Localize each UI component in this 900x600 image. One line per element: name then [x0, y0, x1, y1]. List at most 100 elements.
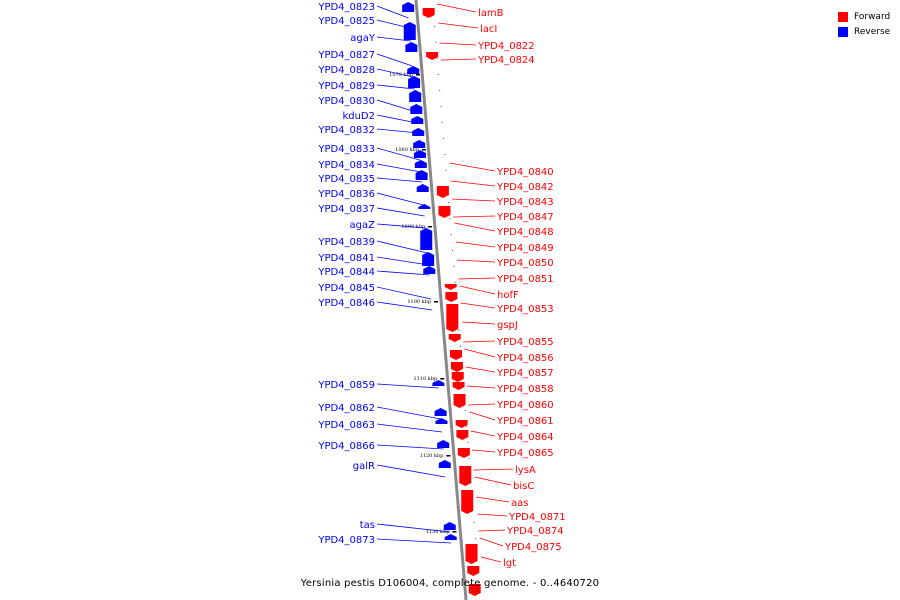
forward-gene	[456, 430, 469, 440]
label-leader	[376, 207, 425, 217]
forward-gene-label: YPD4_0865	[496, 448, 554, 459]
scale-tick-label: 1100 kbp	[407, 299, 431, 305]
ruler-dot	[435, 42, 437, 43]
label-leader	[376, 256, 429, 266]
reverse-gene-label: YPD4_0827	[317, 50, 375, 61]
label-leader	[376, 84, 415, 90]
reverse-gene	[432, 380, 445, 386]
forward-gene-label: YPD4_0855	[496, 337, 554, 348]
forward-gene-label: YPD4_0875	[504, 542, 562, 553]
forward-gene-label: YPD4_0824	[477, 55, 535, 66]
label-leader	[478, 529, 506, 532]
forward-gene-label: YPD4_0822	[477, 41, 535, 52]
reverse-gene	[416, 184, 429, 192]
forward-gene-label: aas	[511, 498, 528, 509]
legend-forward-label: Forward	[854, 11, 891, 22]
label-leader	[438, 22, 479, 29]
reverse-gene-label: agaY	[350, 33, 376, 44]
forward-gene-label: YPD4_0853	[496, 304, 554, 315]
reverse-gene	[418, 204, 431, 209]
forward-gene	[450, 350, 462, 360]
legend-reverse: Reverse	[838, 24, 890, 39]
label-leader	[376, 406, 441, 420]
ruler-dot	[439, 90, 441, 91]
legend-forward: Forward	[838, 9, 890, 24]
forward-gene-label: YPD4_0840	[496, 167, 554, 178]
scale-tick-mark	[428, 226, 433, 228]
forward-gene	[453, 394, 466, 408]
scale-tick-mark	[452, 531, 457, 533]
forward-gene	[450, 362, 463, 372]
reverse-gene-label: YPD4_0823	[317, 2, 375, 13]
reverse-gene	[411, 116, 424, 124]
label-leader	[440, 58, 477, 61]
ruler-dot	[475, 538, 477, 539]
forward-gene-label: YPD4_0860	[496, 400, 554, 411]
ruler-dot	[466, 426, 468, 427]
label-leader	[376, 223, 426, 229]
reverse-gene	[412, 128, 425, 136]
label-leader	[464, 348, 496, 358]
reverse-gene-label: YPD4_0862	[317, 403, 375, 414]
forward-gene	[446, 304, 459, 332]
forward-gene	[457, 448, 470, 458]
reverse-gene-label: YPD4_0845	[317, 283, 375, 294]
forward-gene	[438, 206, 451, 218]
ruler-dot	[445, 170, 447, 171]
reverse-gene-label: YPD4_0828	[317, 65, 375, 76]
forward-gene-label: YPD4_0857	[496, 368, 554, 379]
ruler-dot	[468, 458, 470, 459]
reverse-gene-label: tas	[360, 520, 375, 531]
scale-tick-mark	[440, 378, 445, 380]
forward-gene	[422, 8, 435, 18]
label-leader	[460, 302, 496, 309]
label-leader	[376, 128, 419, 134]
label-leader	[376, 423, 442, 433]
forward-gene-label: gspJ	[497, 320, 518, 331]
ruler-dot	[449, 218, 451, 219]
forward-gene	[436, 186, 449, 198]
label-leader	[477, 513, 508, 517]
ruler-dot	[450, 234, 452, 235]
label-leader	[459, 285, 496, 295]
label-leader	[376, 163, 422, 173]
label-leader	[376, 99, 417, 113]
ruler-dot	[473, 522, 475, 523]
label-leader	[376, 538, 452, 544]
label-leader	[376, 444, 444, 450]
forward-gene	[467, 566, 480, 576]
forward-gene	[444, 284, 457, 290]
label-leader	[454, 222, 496, 232]
forward-gene	[448, 334, 461, 342]
forward-gene-label: YPD4_0861	[496, 416, 554, 427]
label-leader	[376, 53, 413, 67]
label-leader	[470, 430, 496, 437]
reverse-gene	[434, 408, 447, 416]
forward-gene	[465, 544, 478, 564]
forward-gene-label: YPD4_0842	[496, 182, 554, 193]
reverse-gene-label: YPD4_0835	[317, 174, 375, 185]
reverse-gene	[438, 460, 451, 468]
ruler-dot	[458, 330, 460, 331]
label-leader	[376, 240, 428, 254]
scale-tick-mark	[421, 149, 426, 151]
forward-gene-label: YPD4_0849	[496, 243, 554, 254]
reverse-gene-label: YPD4_0866	[317, 441, 375, 452]
scale-tick-mark	[415, 74, 420, 76]
reverse-gene-label: galR	[353, 461, 375, 472]
reverse-gene	[414, 150, 426, 158]
forward-gene-label: YPD4_0856	[496, 353, 554, 364]
label-leader	[458, 277, 496, 280]
reverse-gene-label: YPD4_0844	[317, 267, 375, 278]
ruler-dot	[436, 58, 438, 59]
reverse-gene-label: YPD4_0863	[317, 420, 375, 431]
label-leader	[469, 411, 496, 421]
reverse-gene-label: YPD4_0839	[317, 237, 375, 248]
forward-gene	[455, 420, 468, 428]
label-leader	[376, 270, 430, 276]
forward-gene-label: YPD4_0848	[496, 227, 554, 238]
forward-gene-label: lacI	[480, 24, 497, 35]
ruler-dot	[454, 282, 456, 283]
reverse-gene-label: YPD4_0833	[317, 144, 375, 155]
